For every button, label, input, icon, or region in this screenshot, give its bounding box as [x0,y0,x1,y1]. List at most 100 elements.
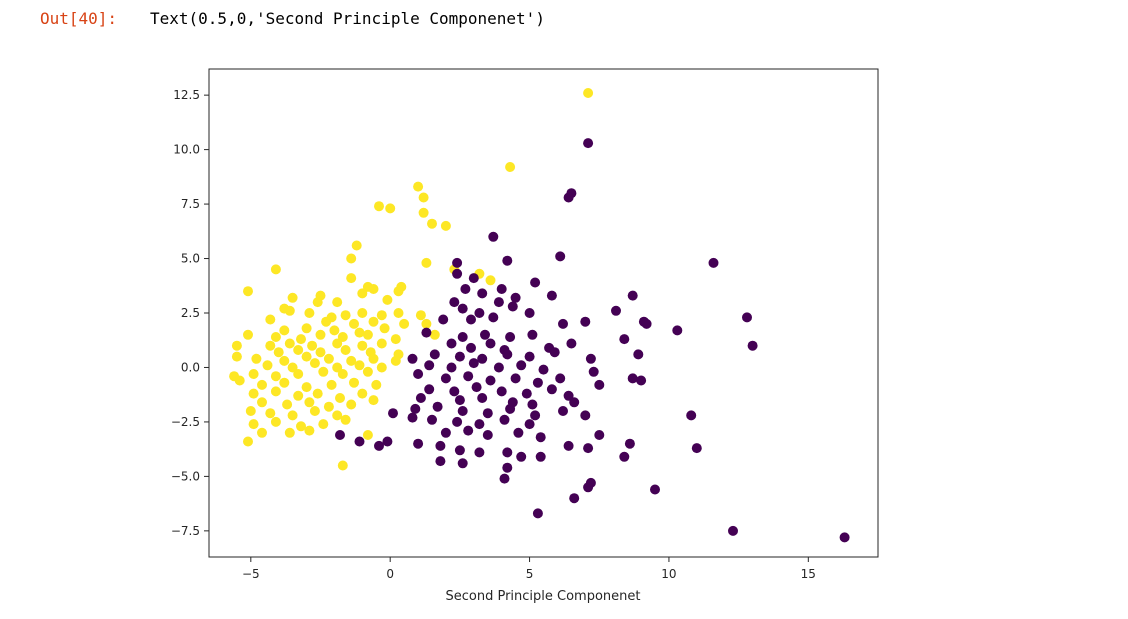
y-tick-label: −7.5 [171,524,200,538]
scatter-point-s0-30 [304,308,315,318]
scatter-point-s0-57 [284,338,295,349]
scatter-point-s0-34 [376,310,387,321]
scatter-point-s1-88 [482,408,493,419]
scatter-point-s1-123 [535,451,546,462]
scatter-point-s1-94 [388,408,398,419]
scatter-point-s1-104 [513,427,524,438]
scatter-point-s0-96 [371,379,382,390]
scatter-point-s1-62 [413,369,424,379]
scatter-point-s0-0 [583,88,594,98]
scatter-point-s1-51 [549,347,560,358]
scatter-point-s0-102 [357,388,368,399]
scatter-point-s0-78 [287,362,298,373]
scatter-point-s0-70 [251,353,262,364]
y-tick-label: 12.5 [173,88,200,102]
scatter-point-s1-54 [407,353,418,364]
scatter-point-s1-56 [446,362,457,373]
x-tick-label: 10 [661,567,676,581]
scatter-point-s0-36 [415,310,426,321]
scatter-point-s0-26 [332,297,343,308]
scatter-point-s1-21 [507,301,518,312]
scatter-point-s1-67 [532,377,543,388]
scatter-point-s0-122 [243,436,253,447]
scatter-point-s0-108 [368,395,379,406]
scatter-point-s1-89 [505,403,516,414]
scatter-point-s1-44 [619,334,630,345]
scatter-point-s0-10 [346,253,357,264]
scatter-point-s1-5 [708,257,719,268]
scatter-point-s1-30 [580,316,591,327]
scatter-point-s0-119 [257,427,267,438]
scatter-point-s1-73 [449,386,460,397]
scatter-point-s0-55 [243,329,253,340]
scatter-point-s1-99 [499,414,510,425]
scatter-point-s1-79 [415,393,426,403]
scatter-point-s1-84 [569,397,580,408]
scatter-point-s0-81 [354,360,365,371]
scatter-point-s0-89 [362,366,373,377]
scatter-point-s1-81 [477,393,488,403]
scatter-point-s0-50 [296,334,306,345]
scatter-point-s1-7 [452,257,463,268]
scatter-point-s1-4 [555,251,566,262]
scatter-point-s1-68 [555,373,566,384]
scatter-point-s0-123 [362,430,373,440]
scatter-point-s0-32 [340,310,351,321]
scatter-point-s1-60 [538,364,549,375]
scatter-point-s1-74 [471,382,482,393]
scatter-point-s1-18 [546,290,557,301]
scatter-point-s1-85 [410,403,421,414]
scatter-point-s1-126 [499,473,510,484]
output-text: Text(0.5,0,'Second Principle Componenet'… [150,9,545,28]
y-tick-label: −5.0 [171,469,200,483]
scatter-point-s1-92 [580,410,591,421]
scatter-point-s1-59 [516,360,527,371]
scatter-point-s0-25 [357,288,368,299]
y-tick-label: 2.5 [181,306,200,320]
scatter-point-s1-77 [546,384,557,395]
scatter-point-s1-108 [354,436,365,447]
scatter-point-s0-41 [368,316,379,327]
scatter-point-s0-112 [309,406,320,416]
y-tick-label: 0.0 [181,360,200,374]
scatter-point-s1-24 [742,312,752,323]
scatter-point-s0-100 [312,388,323,399]
scatter-point-s0-46 [354,327,365,338]
scatter-point-s0-64 [293,345,304,355]
points-layer [229,88,850,543]
scatter-point-s0-73 [323,353,334,364]
scatter-point-s1-83 [527,399,538,410]
scatter-point-s1-35 [505,332,516,342]
scatter-point-s1-132 [728,525,738,536]
scatter-point-s0-24 [312,297,323,308]
scatter-point-s0-18 [368,284,379,294]
scatter-point-s0-6 [374,201,384,212]
scatter-point-s0-77 [262,360,273,371]
scatter-point-s1-131 [532,508,543,519]
scatter-point-s0-58 [307,340,318,351]
scatter-point-s1-61 [588,366,599,377]
x-axis-label: Second Principle Componenet [445,589,640,604]
scatter-point-s0-60 [357,340,368,351]
scatter-point-s1-28 [488,312,499,323]
scatter-point-s0-97 [248,388,259,399]
scatter-point-s0-40 [349,318,359,329]
scatter-point-s0-94 [326,379,337,390]
scatter-point-s0-22 [287,292,298,303]
scatter-point-s0-84 [248,369,259,379]
scatter-point-s1-133 [839,532,850,543]
output-prompt: Out[40]: [40,9,118,28]
scatter-point-s1-46 [429,349,440,360]
scatter-point-s1-64 [463,371,474,382]
scatter-point-s1-20 [474,308,485,318]
scatter-point-s1-65 [485,375,496,386]
y-tick-label: 5.0 [181,252,200,266]
scatter-point-s1-11 [496,284,507,294]
scatter-point-s0-39 [321,316,332,327]
scatter-point-s1-55 [424,360,435,371]
scatter-point-s1-122 [516,451,527,462]
x-tick-label: −5 [242,567,260,581]
scatter-point-s1-95 [407,412,418,423]
scatter-point-s0-120 [284,427,295,438]
